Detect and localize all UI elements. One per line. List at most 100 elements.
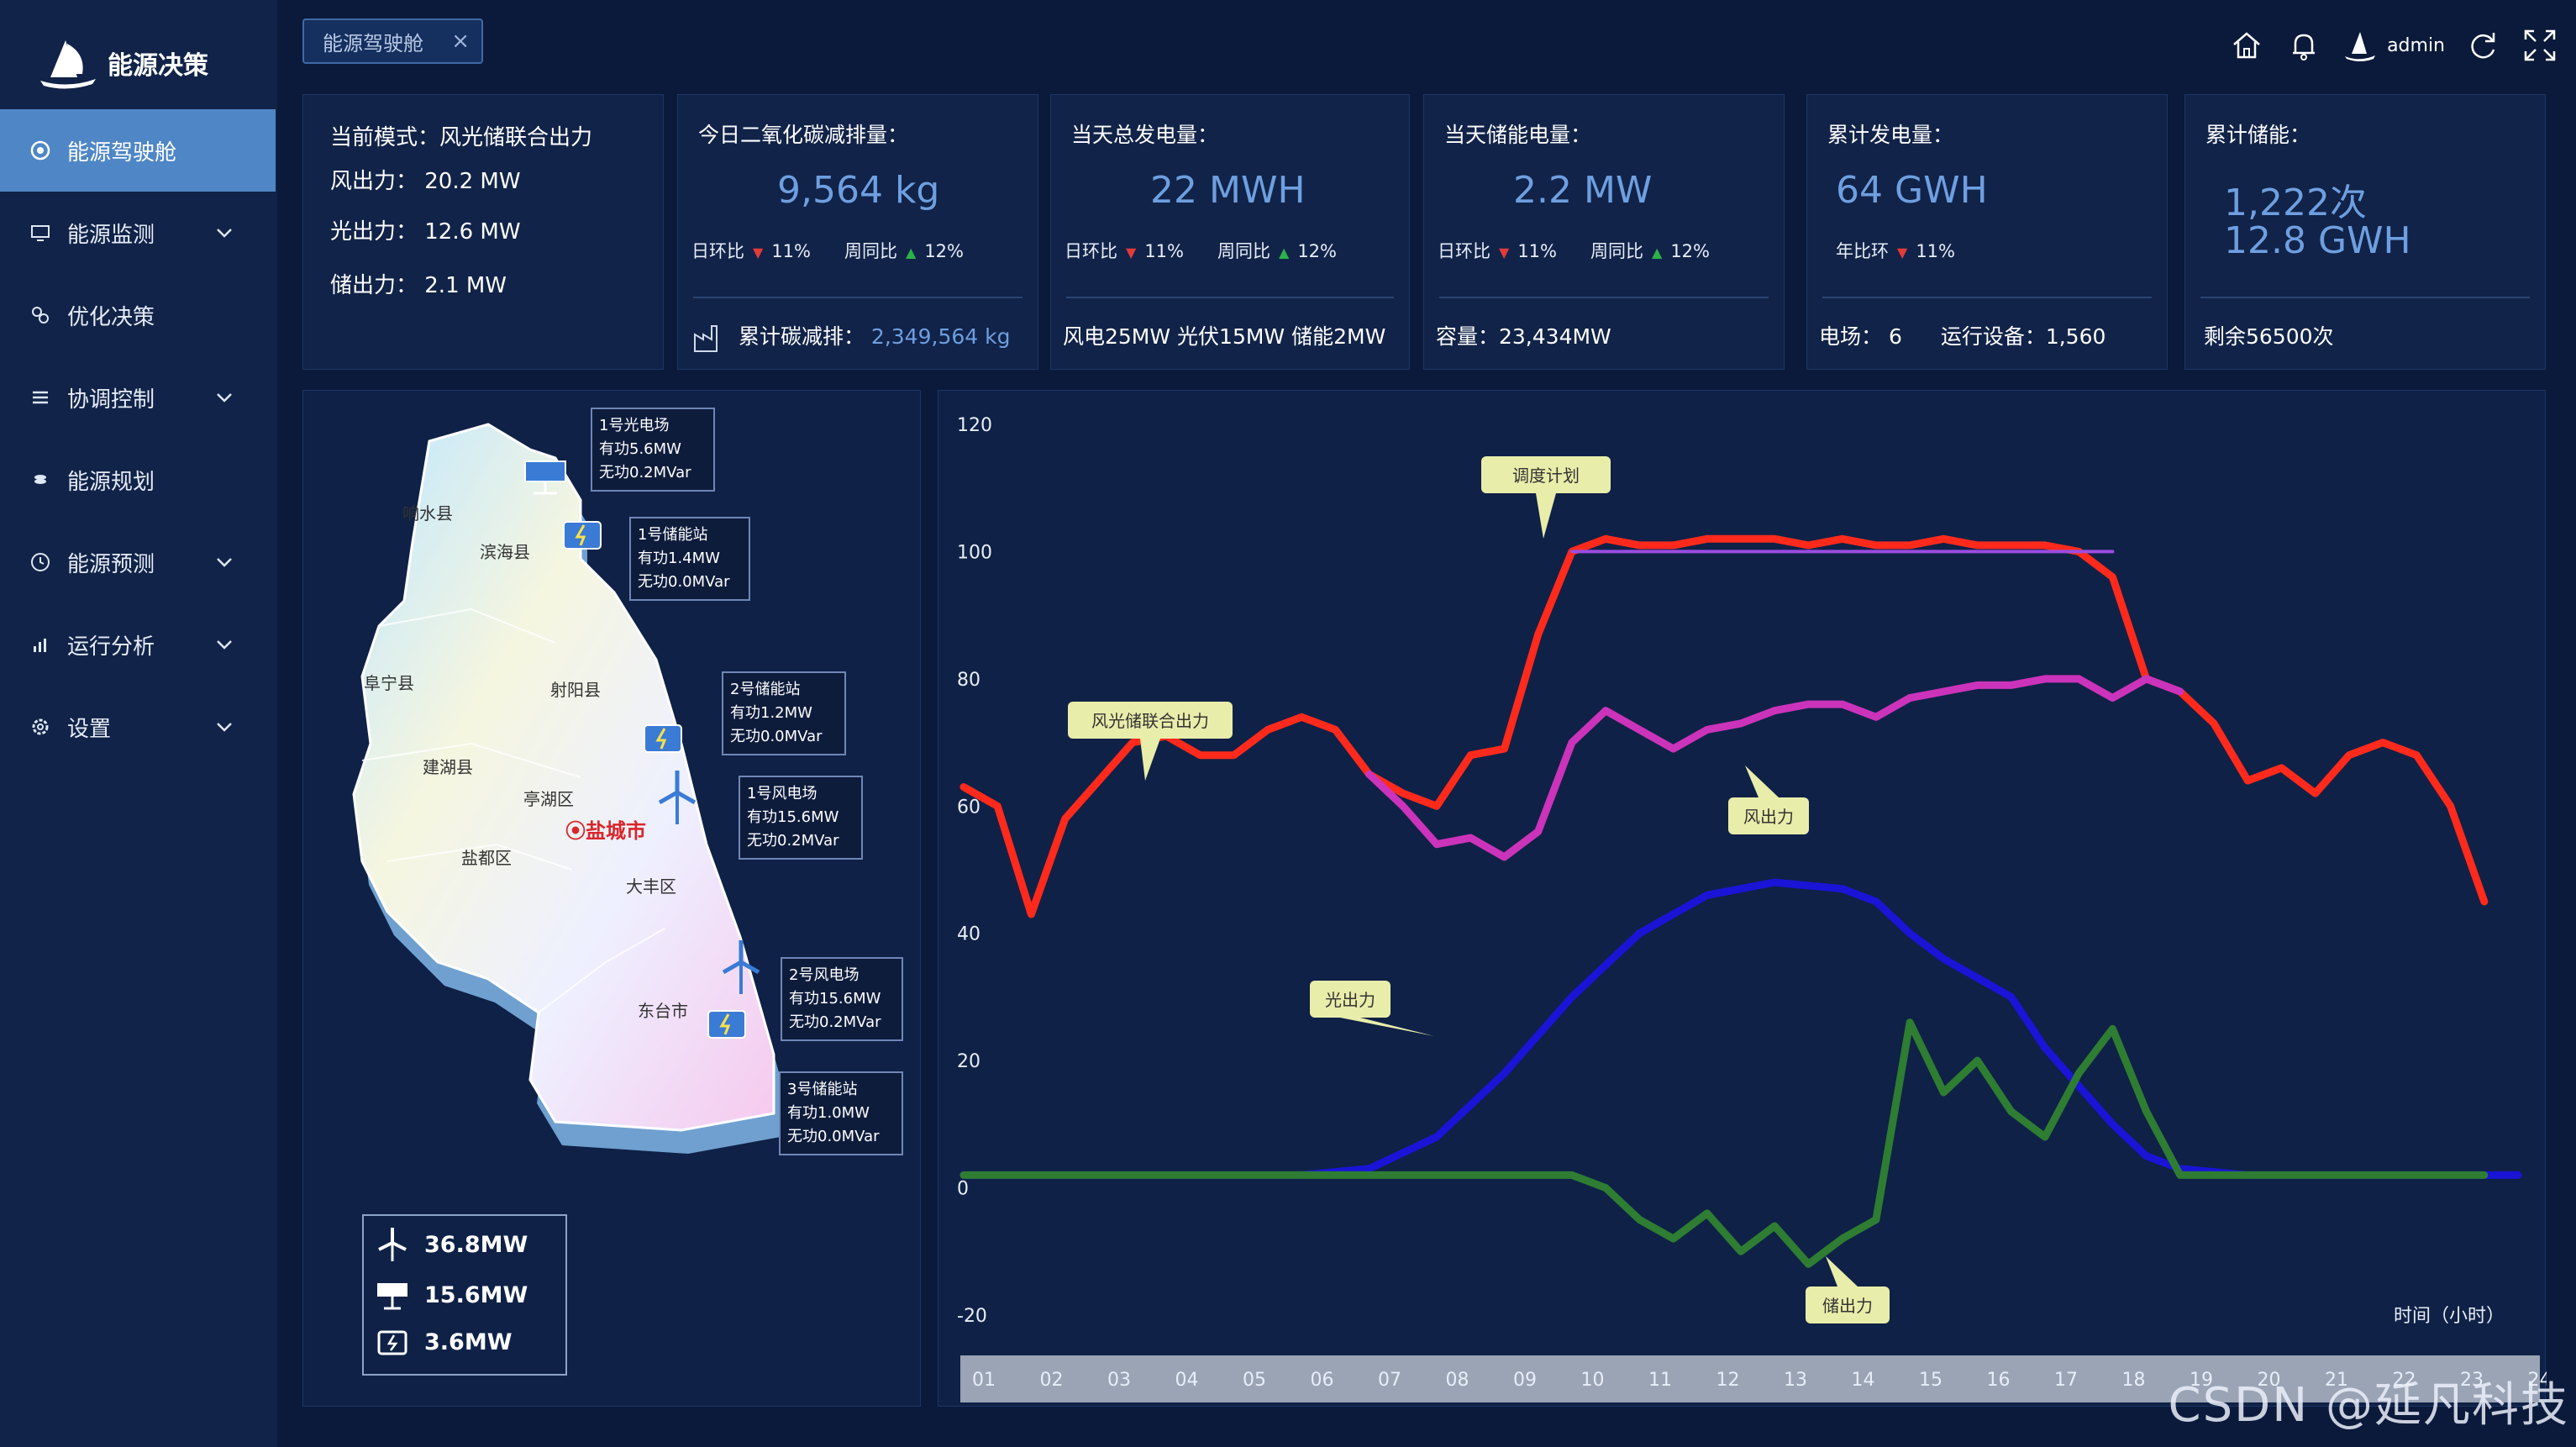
co2-foot-label: 累计碳减排： bbox=[738, 324, 865, 349]
gen-compare: 日环比 ▼ 11% 周同比 ▲ 12% bbox=[1065, 238, 1337, 263]
username: admin bbox=[2387, 34, 2445, 56]
sidebar-item-settings[interactable]: 设置 bbox=[0, 686, 277, 768]
solar-panel-icon[interactable] bbox=[522, 456, 569, 497]
chevron-down-icon bbox=[217, 640, 232, 650]
district-label: 盐都区 bbox=[461, 848, 512, 868]
map-panel: 响水县 滨海县 阜宁县 射阳县 建湖县 亭湖区 盐都区 ⦿盐城市 大丰区 东台市… bbox=[302, 390, 921, 1407]
card-title: 累计发电量： bbox=[1827, 123, 1954, 147]
sidebar-item-label: 运行分析 bbox=[67, 634, 155, 660]
down-arrow-icon: ▼ bbox=[1897, 245, 1908, 260]
battery-station-icon bbox=[377, 1330, 407, 1355]
sidebar-item-label: 设置 bbox=[67, 716, 112, 742]
wind-turbine-icon[interactable] bbox=[656, 767, 698, 826]
year-label: 年比环 bbox=[1836, 241, 1889, 261]
sidebar-item-plan[interactable]: 能源规划 bbox=[0, 439, 277, 521]
annotation-label: 储出力 bbox=[1822, 1296, 1873, 1316]
brand-name: 能源决策 bbox=[108, 51, 208, 81]
district-label: 滨海县 bbox=[480, 542, 530, 562]
card-title: 当天总发电量： bbox=[1071, 123, 1219, 147]
sidebar-item-control[interactable]: 协调控制 bbox=[0, 356, 277, 439]
sidebar-item-decision[interactable]: 优化决策 bbox=[0, 274, 277, 356]
co2-foot-value: 2,349,564 kg bbox=[870, 324, 1011, 349]
legend-solar: 15.6MW bbox=[376, 1278, 528, 1312]
bell-icon[interactable] bbox=[2284, 26, 2323, 65]
battery-station-icon[interactable] bbox=[559, 513, 606, 554]
sidebar-item-label: 能源监测 bbox=[67, 222, 155, 248]
user-menu[interactable]: admin bbox=[2342, 29, 2445, 62]
battery-station-icon[interactable] bbox=[639, 717, 686, 757]
y-tick-label: -20 bbox=[957, 1306, 987, 1327]
sailboat-logo-icon bbox=[40, 40, 96, 89]
week-label: 周同比 bbox=[1217, 241, 1270, 261]
station-callout[interactable]: 1号储能站 有功1.4MW 无功0.0MVar bbox=[629, 517, 750, 601]
station-callout[interactable]: 1号光电场 有功5.6MW 无功0.2MVar bbox=[591, 408, 715, 492]
decision-icon bbox=[25, 300, 55, 330]
station-callout[interactable]: 2号风电场 有功15.6MW 无功0.2MVar bbox=[781, 957, 903, 1041]
station-callout[interactable]: 1号风电场 有功15.6MW 无功0.2MVar bbox=[739, 776, 863, 860]
series-line[interactable] bbox=[959, 534, 2489, 918]
station-callout[interactable]: 3号储能站 有功1.0MW 无功0.0MVar bbox=[779, 1071, 903, 1155]
gen-value: 22 MWH bbox=[1150, 169, 1306, 212]
sidebar-item-dashboard[interactable]: 能源驾驶舱 bbox=[0, 109, 276, 192]
week-value: 12% bbox=[1670, 241, 1710, 261]
wind-turbine-icon bbox=[378, 1228, 407, 1261]
device-count: 运行设备：1,560 bbox=[1940, 324, 2106, 349]
chart-panel: -20 0 20 40 60 80 100 120 01 02 03 04 05 06 07 08 09 10 1… bbox=[938, 390, 2552, 1407]
x-tick-label: 14 bbox=[1852, 1370, 1875, 1391]
power-line-chart: -20 0 20 40 60 80 100 120 01 02 03 04 05 06 07 08 09 10 1… bbox=[957, 415, 2552, 1402]
total-generation-card: 累计发电量： 64 GWH 年比环 ▼ 11% 电场： 6 运行设备：1,560 bbox=[1806, 94, 2168, 370]
station-callout[interactable]: 2号储能站 有功1.2MW 无功0.0MVar bbox=[722, 671, 846, 755]
week-label: 周同比 bbox=[1590, 241, 1643, 261]
wind-turbine-icon[interactable] bbox=[720, 937, 762, 996]
tab-close-button[interactable]: × bbox=[451, 29, 470, 54]
storage-output: 储出力： 2.1 MW bbox=[330, 273, 507, 298]
annotation-label: 风光储联合出力 bbox=[1091, 711, 1209, 731]
plan-icon bbox=[25, 465, 55, 495]
sidebar-item-analysis[interactable]: 运行分析 bbox=[0, 603, 277, 686]
refresh-icon[interactable] bbox=[2463, 26, 2502, 65]
home-icon[interactable] bbox=[2227, 26, 2266, 65]
x-tick-label: 21 bbox=[2325, 1370, 2348, 1391]
mode-text: 当前模式：风光储联合出力 bbox=[330, 125, 593, 150]
cycles-value: 1,222次 bbox=[2224, 182, 2367, 224]
annotation-label: 光出力 bbox=[1325, 990, 1375, 1010]
x-tick-label: 12 bbox=[1716, 1370, 1740, 1391]
series-line[interactable] bbox=[959, 878, 2522, 1179]
sidebar-item-forecast[interactable]: 能源预测 bbox=[0, 521, 277, 603]
district-label: 射阳县 bbox=[550, 680, 601, 700]
card-title: 累计储能： bbox=[2205, 123, 2311, 147]
solar-output: 光出力： 12.6 MW bbox=[330, 219, 521, 245]
x-tick-label: 17 bbox=[2054, 1370, 2078, 1391]
x-tick-label: 11 bbox=[1648, 1370, 1672, 1391]
fullscreen-icon[interactable] bbox=[2521, 26, 2559, 65]
sailboat-avatar-icon bbox=[2345, 32, 2376, 61]
annotation-label: 调度计划 bbox=[1512, 466, 1580, 486]
topbar: 能源驾驶舱 × admin bbox=[286, 0, 2576, 92]
co2-footer: 累计碳减排： 2,349,564 kg bbox=[690, 320, 1010, 353]
x-tick-label: 10 bbox=[1581, 1370, 1605, 1391]
series-annotation: 风出力 bbox=[1728, 766, 1809, 834]
series-line[interactable] bbox=[959, 1018, 2489, 1268]
x-tick-label: 03 bbox=[1107, 1370, 1131, 1391]
y-tick-label: 20 bbox=[957, 1051, 980, 1072]
legend-storage: 3.6MW bbox=[376, 1325, 512, 1359]
tab-dashboard[interactable]: 能源驾驶舱 × bbox=[302, 18, 483, 64]
total-footer: 电场： 6 运行设备：1,560 bbox=[1819, 320, 2105, 350]
series-line[interactable] bbox=[1365, 675, 2184, 861]
map-legend: 36.8MW 15.6MW 3.6MW bbox=[362, 1214, 567, 1376]
remaining-cycles: 剩余56500次 bbox=[2204, 324, 2334, 349]
up-arrow-icon: ▲ bbox=[1652, 245, 1663, 260]
week-label: 周同比 bbox=[844, 241, 897, 261]
chevron-down-icon bbox=[217, 229, 232, 238]
series-annotation: 调度计划 bbox=[1481, 456, 1611, 539]
battery-station-icon[interactable] bbox=[703, 1002, 750, 1043]
down-arrow-icon: ▼ bbox=[1499, 245, 1510, 260]
control-icon bbox=[25, 382, 55, 413]
brand: 能源决策 bbox=[34, 25, 208, 101]
district-label: 大丰区 bbox=[626, 876, 676, 897]
sidebar-item-monitor[interactable]: 能源监测 bbox=[0, 192, 277, 274]
sidebar-item-label: 能源规划 bbox=[67, 469, 155, 495]
up-arrow-icon: ▲ bbox=[1279, 245, 1290, 260]
down-arrow-icon: ▼ bbox=[1126, 245, 1137, 260]
